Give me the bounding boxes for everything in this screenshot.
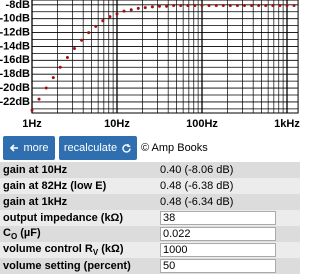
input-row: volume setting (percent) 50 [0, 258, 300, 274]
chart: -8dB -10dB-12dB -14dB -16dB -18dB -20dB -22dB 1… [0, 0, 300, 130]
data-point [44, 86, 48, 90]
data-point [221, 4, 225, 8]
data-point [172, 4, 176, 8]
data-point [165, 4, 169, 8]
input-label: volume control RV (kΩ) [0, 243, 160, 257]
results-table: gain at 10Hz 0.40 (-8.06 dB) gain at 82Hz … [0, 162, 300, 274]
y-tick-label: -10dB [0, 13, 30, 25]
result-label: gain at 82Hz (low E) [3, 180, 107, 192]
result-row: gain at 10Hz 0.40 (-8.06 dB) [0, 162, 300, 178]
data-point [264, 4, 268, 8]
input-field[interactable]: 38 [160, 211, 276, 225]
input-label-text: output impedance (kΩ) [3, 212, 124, 224]
input-label-sub: O [10, 232, 18, 242]
data-point [30, 108, 34, 112]
input-label-text: volume setting (percent) [3, 260, 131, 272]
data-point [250, 4, 254, 8]
input-label-unit: (µF) [20, 226, 41, 239]
y-tick-label: -20dB [0, 82, 30, 94]
data-point [292, 4, 296, 8]
y-tick-label: -14dB [0, 40, 30, 52]
data-point [242, 4, 246, 8]
data-point [108, 15, 112, 19]
data-point [186, 4, 190, 8]
input-label: volume setting (percent) [0, 260, 160, 272]
y-tick-label: -8dB [6, 0, 31, 11]
x-tick-label: 10Hz [104, 118, 130, 130]
data-point [150, 5, 154, 9]
result-value: 0.40 (-8.06 dB) [160, 164, 234, 176]
data-point [179, 4, 183, 8]
y-tick-label: -12dB [0, 26, 30, 38]
data-point [72, 47, 76, 51]
input-field[interactable]: 50 [160, 259, 276, 273]
data-point [235, 4, 239, 8]
input-label-text: C [3, 226, 11, 239]
arrow-icon [10, 144, 19, 152]
page: -8dB -10dB -12dB -14dB -16dB -18dB -20dB -22dB 1… [0, 0, 300, 274]
data-point [228, 4, 232, 8]
data-point [285, 4, 289, 8]
data-point [136, 6, 140, 10]
data-point [143, 6, 147, 10]
more-label: more [23, 142, 49, 154]
data-point [122, 9, 126, 13]
data-point [65, 56, 69, 60]
data-point [207, 4, 211, 8]
data-point [129, 8, 133, 12]
data-point [257, 4, 261, 8]
input-label-text: volume control R [3, 242, 93, 255]
input-label-sub: V [92, 248, 99, 258]
credit: © Amp Books [141, 142, 208, 154]
data-point [94, 24, 98, 28]
y-tick-label: -22dB [0, 96, 30, 108]
x-tick-label: 1kHz [274, 118, 300, 130]
y-tick-label: -16dB [0, 54, 30, 66]
x-tick-label: 1Hz [22, 118, 42, 130]
result-row: gain at 1kHz 0.48 (-6.34 dB) [0, 194, 300, 210]
result-label: gain at 10Hz [3, 164, 68, 176]
data-point [157, 4, 161, 8]
data-point [87, 31, 91, 35]
recalculate-label: recalculate [63, 142, 118, 154]
input-row: output impedance (kΩ) 38 [0, 210, 300, 226]
input-field[interactable]: 0.022 [160, 227, 276, 241]
result-row: gain at 82Hz (low E) 0.48 (-6.38 dB) [0, 178, 300, 194]
input-label: CO (µF) [0, 227, 160, 241]
input-label-unit: (kΩ) [101, 242, 124, 255]
data-point [193, 4, 197, 8]
data-point [278, 4, 282, 8]
recalculate-button[interactable]: recalculate [59, 136, 137, 160]
data-point [214, 4, 218, 8]
input-row: volume control RV (kΩ) 1000 [0, 242, 300, 258]
result-value: 0.48 (-6.38 dB) [160, 180, 234, 192]
data-point [37, 97, 41, 101]
input-label: output impedance (kΩ) [0, 212, 160, 224]
refresh-icon [122, 143, 131, 153]
x-tick-label: 100Hz [186, 118, 218, 130]
data-point [271, 4, 275, 8]
data-point [115, 12, 119, 16]
input-row: CO (µF) 0.022 [0, 226, 300, 242]
plot-area [31, 0, 299, 114]
input-field[interactable]: 1000 [160, 243, 276, 257]
result-label: gain at 1kHz [3, 196, 68, 208]
data-point [200, 4, 204, 8]
data-point [58, 65, 62, 69]
more-button[interactable]: more [3, 136, 55, 160]
data-point [51, 76, 55, 80]
data-point [80, 38, 84, 42]
data-point [101, 19, 105, 23]
result-value: 0.48 (-6.34 dB) [160, 196, 234, 208]
y-tick-label: -18dB [0, 68, 30, 80]
